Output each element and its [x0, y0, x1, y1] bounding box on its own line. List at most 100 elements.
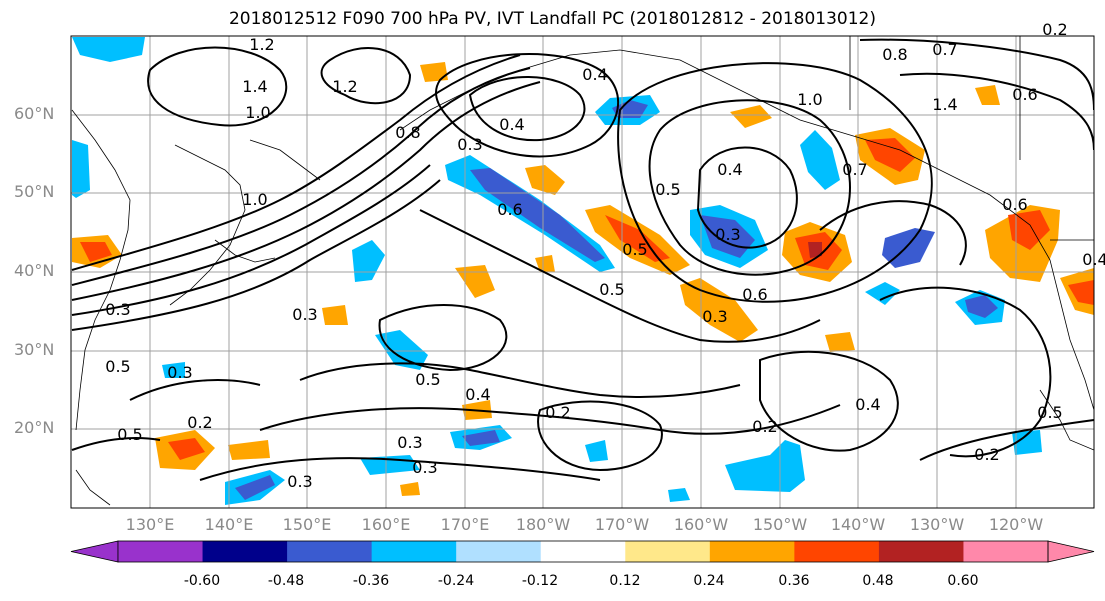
lon-label-130e: 130°E: [125, 515, 175, 534]
contour-label: 1.0: [242, 190, 267, 209]
contour-label: 0.6: [742, 285, 767, 304]
contour-label: 0.2: [1042, 20, 1067, 39]
lon-label-130w: 130°W: [909, 515, 965, 534]
contour-label: 0.2: [545, 403, 570, 422]
contour-label: 0.7: [842, 160, 867, 179]
colorbar-segment: [371, 541, 457, 562]
lat-label-30n: 30°N: [14, 340, 55, 359]
contour-label: 0.8: [882, 45, 907, 64]
neg-anomaly-shade: [235, 475, 275, 500]
colorbar-segment: [287, 541, 373, 562]
contour-label: 0.5: [599, 280, 624, 299]
lon-label-140w: 140°W: [830, 515, 886, 534]
pos-anomaly-shade: [730, 105, 772, 128]
colorbar-tick-label: 0.60: [947, 573, 979, 589]
contour-label: 0.5: [1037, 403, 1062, 422]
neg-anomaly-shade: [1012, 430, 1042, 455]
pos-anomaly-shade: [1008, 210, 1050, 250]
colorbar-segment: [709, 541, 795, 562]
pos-anomaly-shade: [420, 62, 448, 82]
colorbar-tick-label: 0.24: [693, 573, 725, 589]
contour-label: 0.3: [105, 300, 130, 319]
contours: [71, 38, 1094, 481]
colorbar-tick-label: -0.24: [437, 573, 475, 589]
colorbar-tick-label: -0.36: [352, 573, 390, 589]
contour-label: 0.3: [715, 225, 740, 244]
neg-anomaly-shade: [865, 282, 900, 305]
contour-label: 1.4: [932, 95, 957, 114]
neg-anomaly-shade: [375, 330, 428, 370]
neg-anomaly-shade: [725, 440, 805, 492]
neg-anomaly-shade: [462, 430, 500, 446]
contour-label: 1.2: [332, 77, 357, 96]
contour-label: 0.6: [1002, 195, 1027, 214]
contour-label: 0.5: [415, 370, 440, 389]
lat-label-20n: 20°N: [14, 418, 55, 437]
contour-label: 0.4: [717, 160, 742, 179]
neg-anomaly-shade: [612, 100, 648, 118]
neg-anomaly-shade: [800, 130, 840, 190]
pos-anomaly-shade: [400, 482, 420, 496]
contour-label: 0.4: [465, 385, 490, 404]
neg-anomaly-shade: [470, 168, 605, 262]
pos-anomaly-shade: [168, 438, 205, 460]
contour-labels: 1.2 1.4 1.2 1.0 0.8 0.7 0.8 0.6 0.4 0.3 0.4 1.0 1.4 1…: [105, 20, 1105, 491]
contour-label: 0.4: [582, 65, 607, 84]
contour-label: 0.3: [702, 307, 727, 326]
colorbar-extend-high: [1047, 540, 1095, 563]
contour-label: 0.5: [117, 425, 142, 444]
colorbar-segment: [202, 541, 288, 562]
pos-anomaly-shade: [808, 242, 822, 258]
pos-anomaly-shade: [228, 440, 270, 460]
colorbar: [70, 540, 1095, 563]
lat-label-50n: 50°N: [14, 182, 55, 201]
contour-label: 0.3: [292, 305, 317, 324]
shaded-anomaly-layer: [72, 37, 1094, 505]
colorbar-segment: [878, 541, 964, 562]
colorbar-tick-label: 0.36: [778, 573, 810, 589]
colorbar-segment: [456, 541, 542, 562]
colorbar-segment: [963, 541, 1049, 562]
neg-anomaly-shade: [162, 362, 185, 378]
pos-anomaly-shade: [1068, 280, 1094, 305]
contour-label: 0.5: [622, 240, 647, 259]
lon-label-180w: 180°W: [515, 515, 571, 534]
contour-label: 0.3: [397, 433, 422, 452]
lat-label-60n: 60°N: [14, 104, 55, 123]
lon-label-170w: 170°W: [594, 515, 650, 534]
colorbar-tick-label: -0.60: [183, 573, 221, 589]
contour-label: 0.6: [497, 200, 522, 219]
colorbar-tick-label: -0.48: [267, 573, 305, 589]
contour-label: 0.7: [932, 40, 957, 59]
contour-label: 0.5: [105, 357, 130, 376]
colorbar-segment: [625, 541, 711, 562]
chart-title: 2018012512 F090 700 hPa PV, IVT Landfall…: [228, 9, 876, 29]
lon-label-120w: 120°W: [988, 515, 1044, 534]
pos-anomaly-shade: [680, 278, 758, 342]
colorbar-tick-label: 0.48: [862, 573, 894, 589]
colorbar-segment: [118, 541, 204, 562]
lon-label-160w: 160°W: [673, 515, 729, 534]
pos-anomaly-shade: [80, 242, 112, 262]
contour-label: 0.2: [974, 445, 999, 464]
pos-anomaly-shade: [605, 215, 670, 262]
pos-anomaly-shade: [535, 255, 555, 272]
contour-label: 0.4: [499, 115, 524, 134]
contour-label: 0.6: [1012, 85, 1037, 104]
contour-label: 1.2: [249, 35, 274, 54]
colorbar-segment: [794, 541, 880, 562]
contour-label: 1.0: [797, 90, 822, 109]
map-frame: [70, 35, 1095, 509]
contour-label: 0.2: [752, 417, 777, 436]
contour-label: 0.5: [655, 180, 680, 199]
contour-label: 1.4: [242, 77, 267, 96]
contour-label: 0.3: [287, 472, 312, 491]
lon-label-150w: 150°W: [752, 515, 808, 534]
lon-label-170e: 170°E: [440, 515, 490, 534]
neg-anomaly-shade: [72, 37, 145, 62]
colorbar-tick-label: 0.12: [609, 573, 641, 589]
pos-anomaly-shade: [525, 165, 565, 195]
colorbar-segment: [540, 541, 626, 562]
pos-anomaly-shade: [975, 85, 1000, 105]
